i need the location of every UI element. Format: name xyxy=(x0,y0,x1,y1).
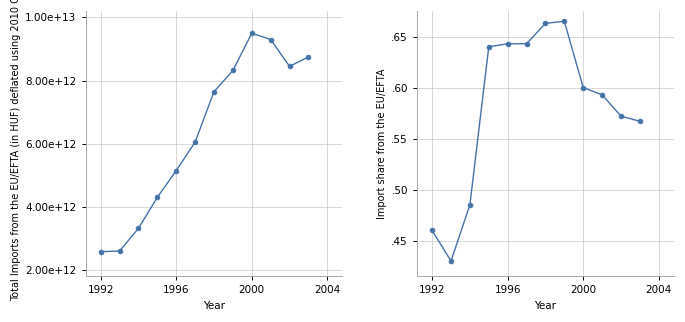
Y-axis label: Total Imports from the EU/EFTA (in HUF) deflated using 2010 CPI: Total Imports from the EU/EFTA (in HUF) … xyxy=(11,0,21,300)
X-axis label: Year: Year xyxy=(534,301,556,311)
Y-axis label: Import share from the EU/EFTA: Import share from the EU/EFTA xyxy=(377,69,387,219)
X-axis label: Year: Year xyxy=(203,301,225,311)
